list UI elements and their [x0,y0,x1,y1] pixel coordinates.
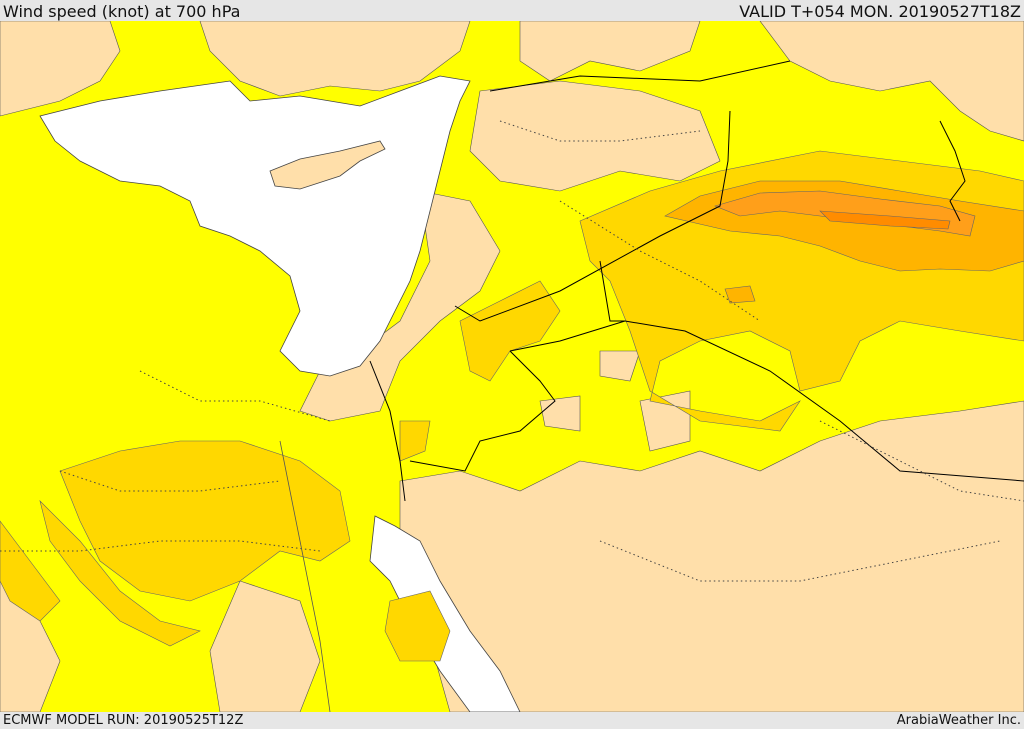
valid-time-label: VALID T+054 MON. 20190527T18Z [739,2,1021,21]
map-canvas [0,21,1024,712]
header-bar: Wind speed (knot) at 700 hPa VALID T+054… [0,0,1024,21]
country-borders [369,60,1024,502]
credit-label: ArabiaWeather Inc. [896,713,1021,728]
map-title: Wind speed (knot) at 700 hPa [3,2,241,21]
peak-speed-areas [714,190,976,237]
footer-bar: ECMWF MODEL RUN: 20190525T12Z ArabiaWeat… [0,712,1024,729]
wind-speed-map [0,21,1024,712]
nile-river [279,440,331,712]
low-speed-areas [0,21,1024,712]
cyprus-island [269,140,386,190]
model-run-label: ECMWF MODEL RUN: 20190525T12Z [3,713,244,728]
province-boundaries [0,120,1024,582]
